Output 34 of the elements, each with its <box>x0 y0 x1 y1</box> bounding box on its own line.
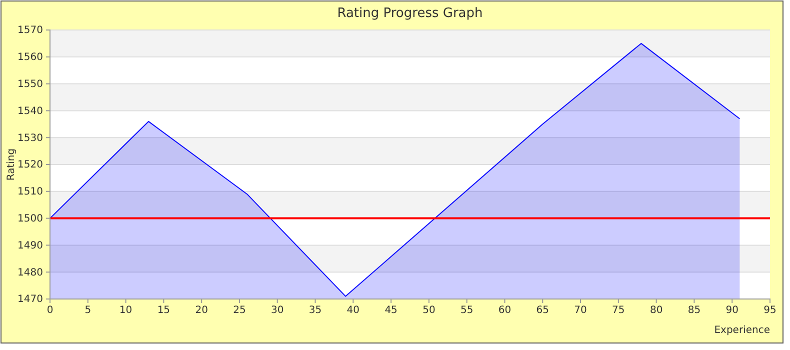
x-tick-label: 30 <box>271 305 284 316</box>
x-tick-label: 60 <box>498 305 512 316</box>
x-tick-label: 15 <box>157 305 170 316</box>
x-tick-label: 25 <box>233 305 246 316</box>
x-tick-label: 70 <box>574 305 587 316</box>
x-tick-label: 80 <box>650 305 663 316</box>
x-tick-label: 65 <box>536 305 549 316</box>
x-tick-label: 75 <box>612 305 625 316</box>
y-axis-title: Rating <box>6 148 17 181</box>
x-tick-label: 20 <box>195 305 208 316</box>
x-axis-title: Experience <box>714 325 770 336</box>
x-tick-label: 40 <box>346 305 360 316</box>
x-tick-label: 90 <box>726 305 738 316</box>
x-tick-label: 0 <box>46 305 54 316</box>
y-tick-label: 1490 <box>18 240 43 252</box>
y-tick-label: 1550 <box>18 79 43 90</box>
x-tick-label: 5 <box>84 305 92 316</box>
y-tick-label: 1470 <box>18 294 43 306</box>
x-tick-label: 35 <box>308 305 322 316</box>
x-tick-label: 85 <box>688 305 701 316</box>
y-tick-label: 1480 <box>18 267 43 278</box>
y-tick-label: 1510 <box>18 186 43 198</box>
x-tick-label: 50 <box>422 305 436 316</box>
x-tick-label: 10 <box>119 305 132 316</box>
y-tick-label: 1520 <box>18 160 43 171</box>
y-tick-label: 1570 <box>18 25 43 36</box>
chart-title: Rating Progress Graph <box>337 6 483 21</box>
x-tick-label: 45 <box>384 305 398 316</box>
y-tick-label: 1560 <box>18 52 43 64</box>
y-tick-label: 1540 <box>18 106 43 117</box>
x-tick-label: 95 <box>764 305 776 316</box>
y-tick-label: 1530 <box>18 132 43 144</box>
y-tick-label: 1500 <box>18 214 43 224</box>
x-tick-label: 55 <box>460 305 474 316</box>
